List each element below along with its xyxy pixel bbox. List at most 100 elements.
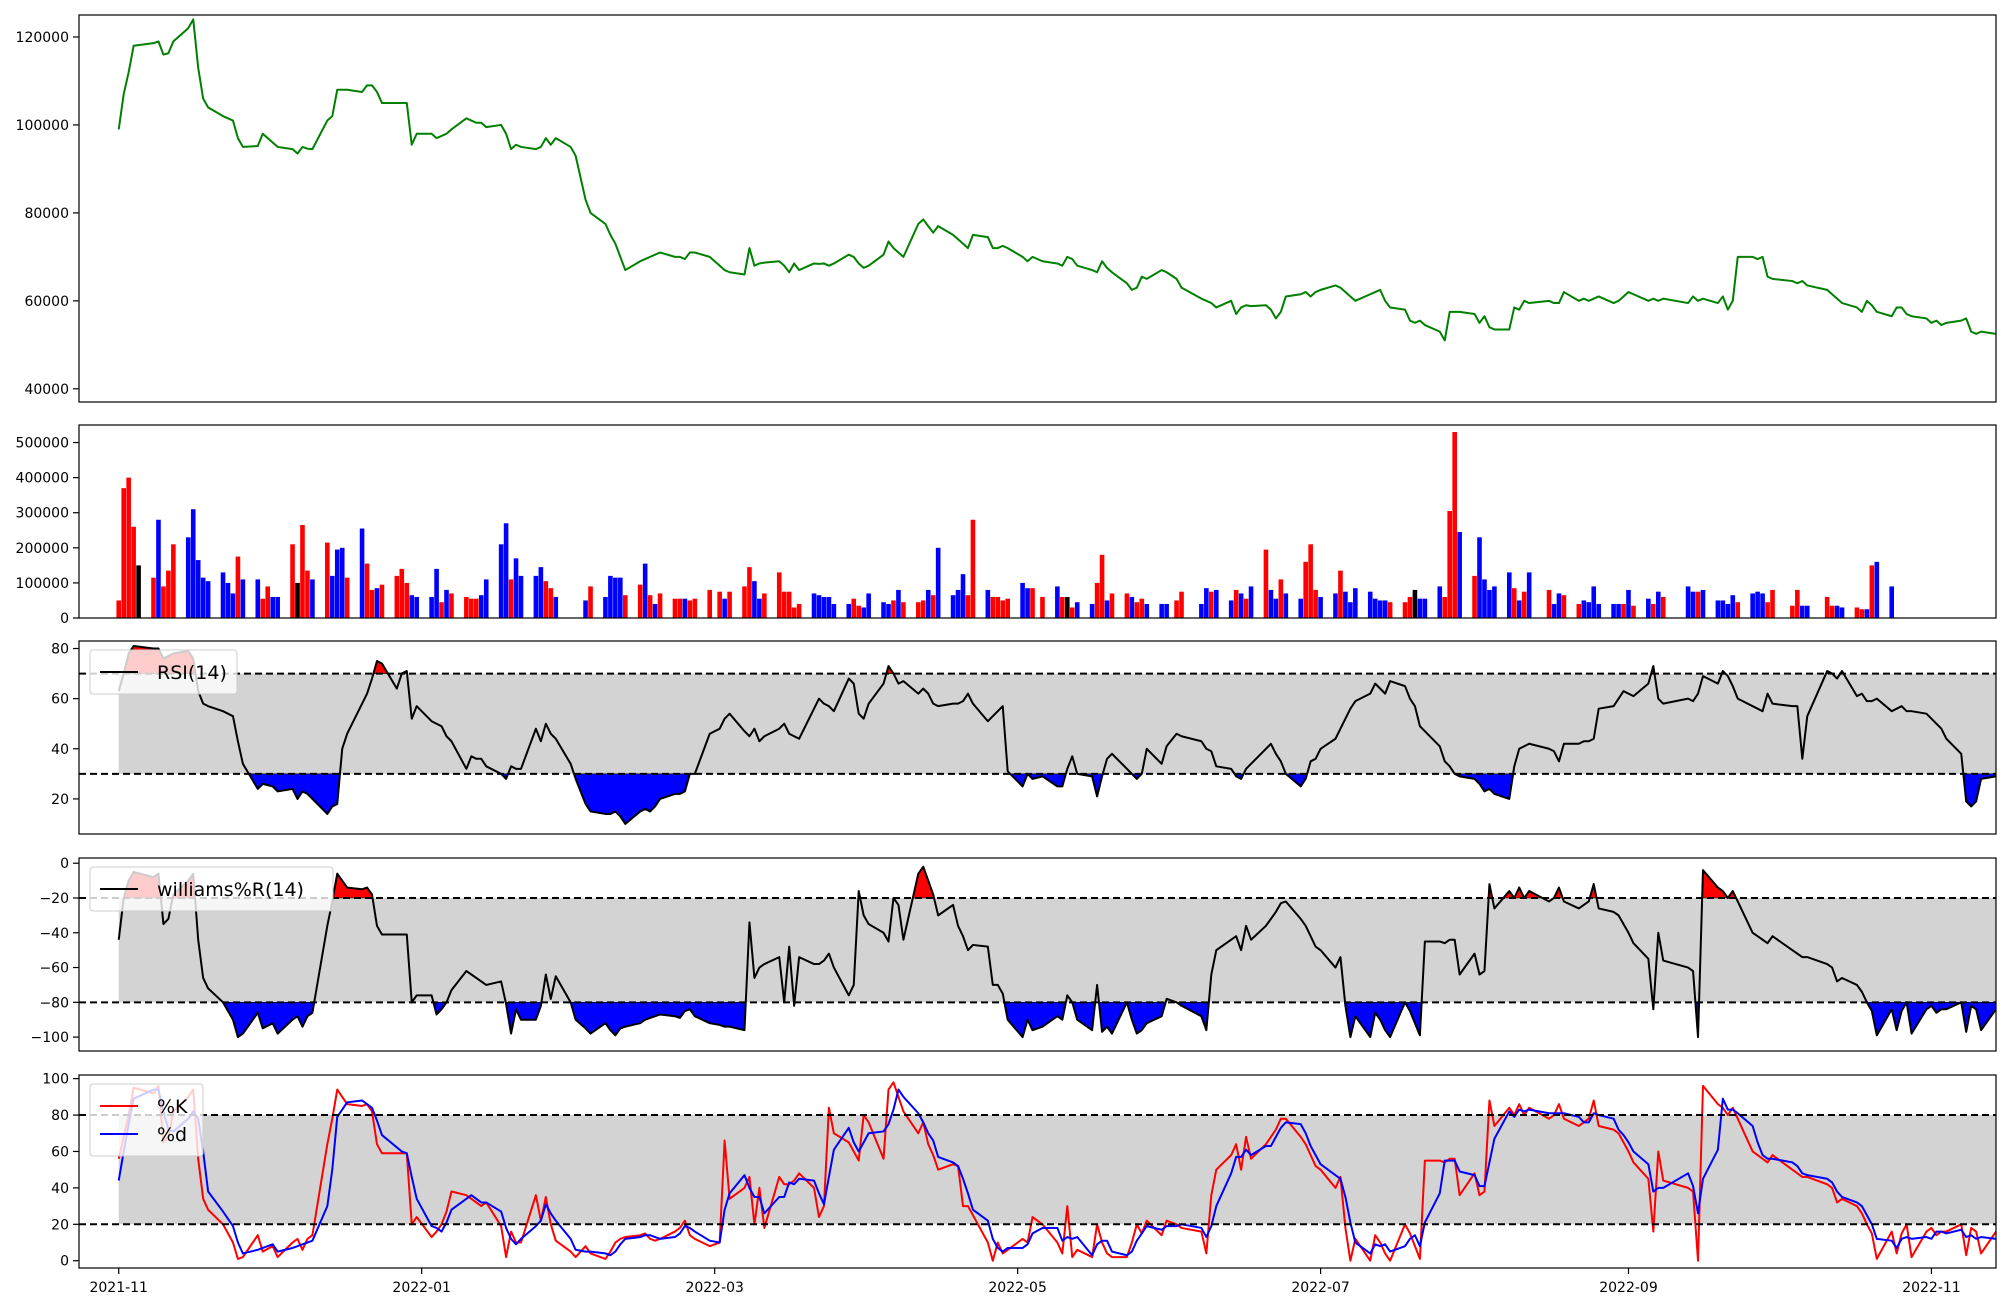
volume-bar <box>1889 586 1895 618</box>
panel-data <box>117 18 1996 342</box>
volume-bar <box>1074 602 1080 618</box>
volume-bar <box>1387 602 1393 618</box>
volume-bar <box>1382 600 1388 618</box>
y-tick-label: 80 <box>51 642 69 658</box>
volume-bar <box>1069 607 1075 618</box>
y-tick-label: 100000 <box>16 576 69 592</box>
volume-bar <box>1521 591 1527 618</box>
series-line <box>117 18 1996 342</box>
volume-bar <box>1551 603 1557 618</box>
volume-bar <box>995 596 1001 618</box>
volume-bar <box>225 582 231 618</box>
volume-bar <box>618 577 623 618</box>
volume-bar <box>1829 605 1835 618</box>
volume-bar <box>464 596 469 618</box>
volume-bar <box>1313 589 1318 618</box>
volume-bar <box>642 563 648 618</box>
y-tick-label: 60 <box>51 692 69 708</box>
neutral-band <box>118 673 1996 774</box>
panel-2: 0 100000 200000 300000 400000 500000 <box>16 424 1997 627</box>
panel-5: 0 20 40 60 80 100 %K %d <box>42 1072 1997 1270</box>
volume-bar <box>1581 600 1587 618</box>
volume-bar <box>781 591 787 618</box>
volume-bar <box>1139 598 1145 618</box>
volume-bar <box>647 595 653 618</box>
volume-bar <box>1343 591 1348 618</box>
volume-bar <box>1094 582 1100 618</box>
volume-bar <box>434 568 439 618</box>
volume-bar <box>1516 600 1522 618</box>
volume-bar <box>364 563 370 618</box>
volume-bar <box>1318 596 1323 618</box>
volume-bar <box>1308 544 1313 618</box>
neutral-band <box>118 897 1996 1003</box>
volume-bar <box>305 570 310 618</box>
volume-bar <box>503 523 509 618</box>
volume-bar <box>469 598 474 618</box>
volume-bar <box>474 598 479 618</box>
panel-1: 40000 60000 80000 100000 120000 <box>16 14 1997 403</box>
series-line <box>117 1088 1996 1257</box>
y-tick-label: −60 <box>39 961 69 977</box>
volume-bar <box>379 584 385 618</box>
y-tick-label: −100 <box>31 1030 69 1046</box>
volume-bar <box>1109 593 1115 618</box>
volume-bar <box>116 600 122 618</box>
panel-data <box>116 432 1895 618</box>
volume-bar <box>1507 572 1512 618</box>
volume-bar <box>429 596 434 618</box>
volume-bar <box>603 596 608 618</box>
volume-bar <box>1700 589 1706 618</box>
x-tick-label: 2022-11 <box>1902 1280 1961 1296</box>
panel-frame <box>78 640 1997 835</box>
volume-bar <box>796 603 802 618</box>
x-tick-label: 2022-01 <box>392 1280 451 1296</box>
volume-bar <box>1179 591 1184 618</box>
volume-bar <box>1591 586 1597 618</box>
volume-bar <box>1338 570 1343 618</box>
volume-bar <box>399 568 405 618</box>
volume-bar <box>1025 588 1030 618</box>
volume-bar <box>1159 603 1164 618</box>
volume-bar <box>1715 600 1721 618</box>
volume-bar <box>1204 588 1209 618</box>
volume-bar <box>1472 575 1477 618</box>
volume-bar <box>533 575 539 618</box>
volume-bar <box>1129 596 1135 618</box>
volume-bar <box>1030 588 1035 618</box>
volume-bar <box>1447 510 1452 618</box>
volume-bar <box>1839 607 1845 618</box>
volume-bar <box>960 574 966 618</box>
volume-bar <box>866 593 871 618</box>
volume-bar <box>1055 586 1060 618</box>
x-tick-label: 2022-07 <box>1291 1280 1350 1296</box>
volume-bar <box>1864 609 1870 618</box>
y-tick-label: 60 <box>51 1144 69 1160</box>
volume-bar <box>329 575 335 618</box>
volume-bar <box>156 519 161 618</box>
volume-bar <box>652 603 658 618</box>
volume-bar <box>553 596 559 618</box>
volume-bar <box>131 526 136 618</box>
volume-bar <box>1596 603 1601 618</box>
volume-bar <box>1000 600 1006 618</box>
volume-bar <box>1611 603 1616 618</box>
volume-bar <box>1377 600 1383 618</box>
volume-bar <box>791 607 797 618</box>
volume-bar <box>742 586 747 618</box>
y-tick-label: −80 <box>39 995 69 1011</box>
volume-bar <box>1869 565 1875 618</box>
volume-bar <box>369 589 375 618</box>
volume-bar <box>861 607 866 618</box>
x-tick-label: 2022-09 <box>1599 1280 1658 1296</box>
volume-bar <box>1765 602 1770 618</box>
volume-bar <box>1800 605 1805 618</box>
series-line <box>117 645 1996 825</box>
volume-bar <box>1422 598 1428 618</box>
volume-bar <box>1199 603 1204 618</box>
volume-bar <box>1526 572 1532 618</box>
volume-bar <box>220 572 226 618</box>
volume-bar <box>449 593 454 618</box>
volume-bar <box>1233 589 1239 618</box>
